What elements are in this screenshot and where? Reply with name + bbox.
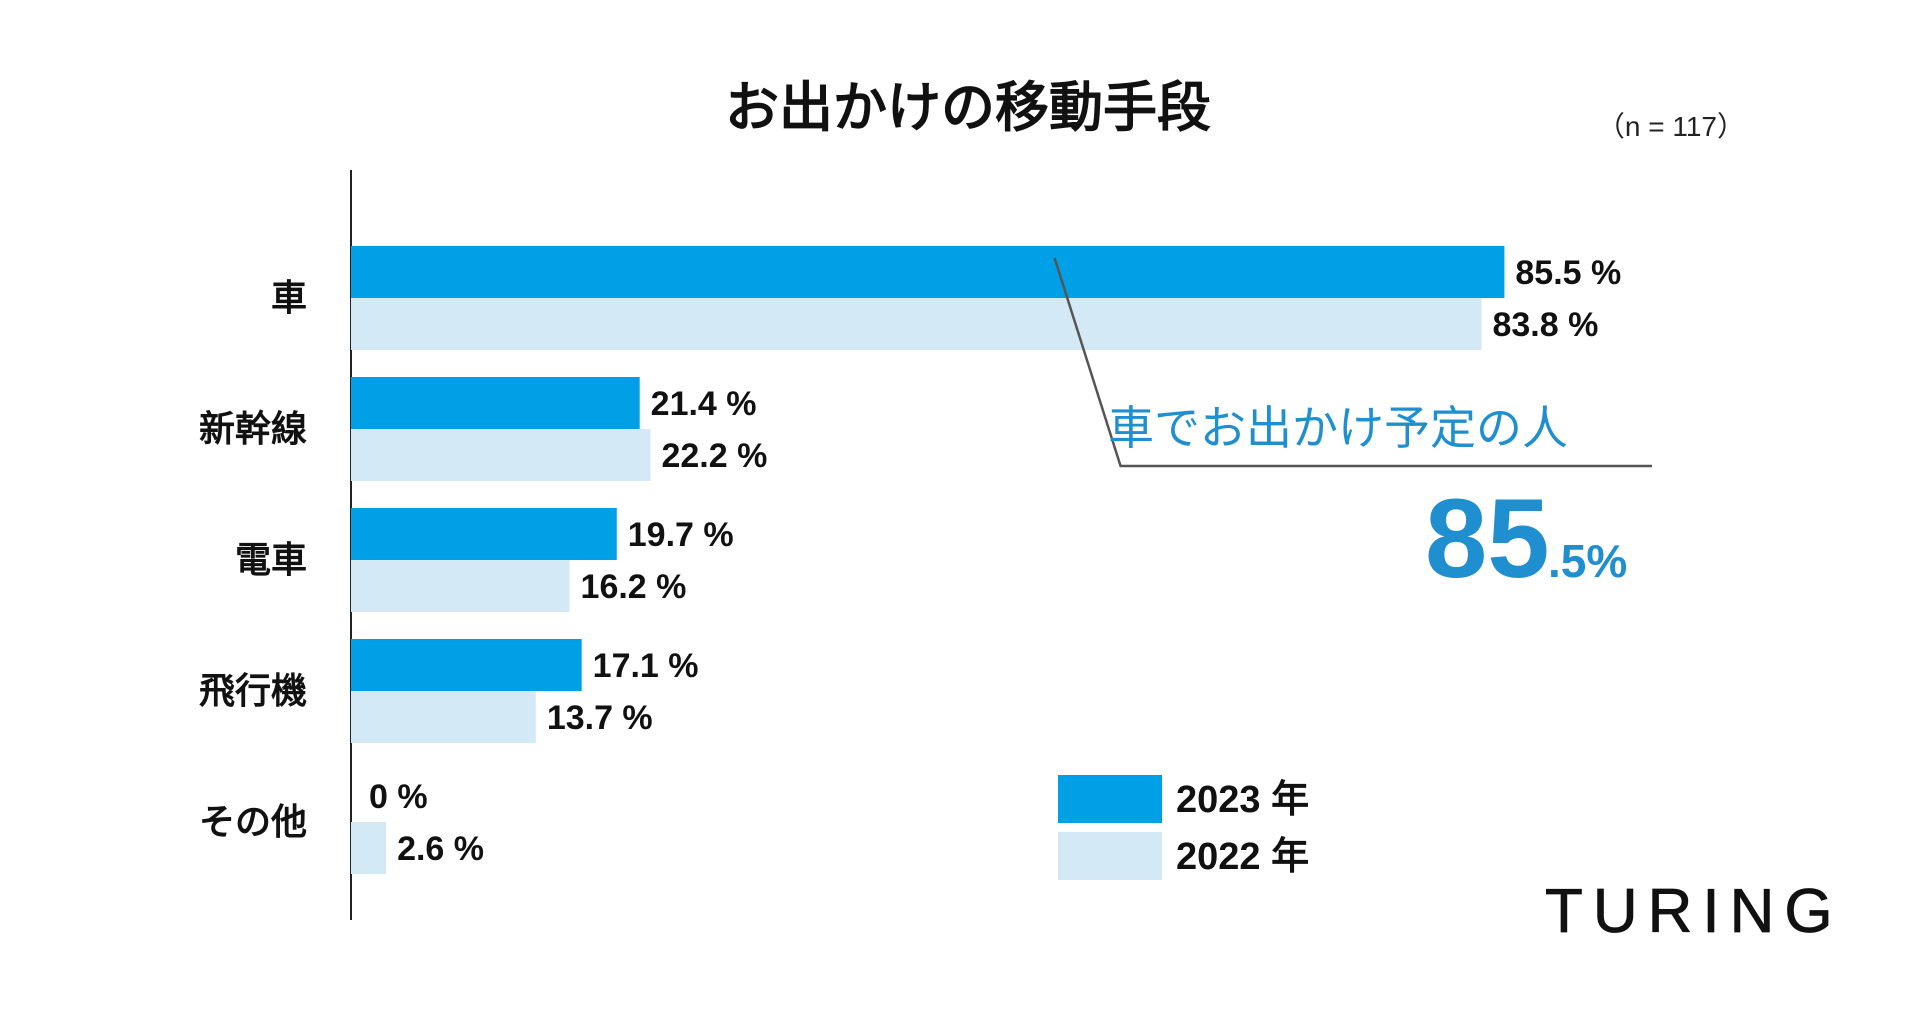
bar-2022 bbox=[351, 429, 651, 481]
category-label: 車 bbox=[271, 277, 307, 318]
value-label-2023: 17.1 % bbox=[593, 647, 699, 685]
legend-swatch-2023 bbox=[1058, 775, 1162, 823]
bars-layer: 車 85.5 % 83.8 % 新幹線 21.4 % 22.2 % 電車 19.7 % 16.2… bbox=[199, 246, 1621, 874]
value-label-2023: 21.4 % bbox=[651, 385, 757, 423]
bar-2022 bbox=[351, 560, 570, 612]
turing-logo: TURING bbox=[1545, 877, 1843, 946]
chart-title: お出かけの移動手段 bbox=[725, 78, 1211, 138]
value-label-2023: 0 % bbox=[369, 778, 428, 816]
callout-decimal-value: .5% bbox=[1548, 535, 1627, 587]
value-label-2023: 85.5 % bbox=[1515, 254, 1621, 292]
category-label: 新幹線 bbox=[199, 408, 307, 449]
bar-2023 bbox=[351, 246, 1505, 298]
bar-2022 bbox=[351, 691, 536, 743]
value-label-2023: 19.7 % bbox=[628, 516, 734, 554]
sample-size: （n = 117） bbox=[1597, 111, 1745, 142]
bar-2023 bbox=[351, 639, 582, 691]
bar-2022 bbox=[351, 298, 1482, 350]
value-label-2022: 13.7 % bbox=[547, 699, 653, 737]
value-label-2022: 22.2 % bbox=[661, 437, 767, 475]
callout-layer: 車でお出かけ予定の人 85.5% bbox=[1053, 257, 1652, 601]
bar-2023 bbox=[351, 508, 617, 560]
callout-leader-line bbox=[1053, 257, 1652, 468]
legend-swatch-2022 bbox=[1058, 832, 1162, 880]
legend-layer: 2023 年 2022 年 bbox=[1058, 775, 1309, 880]
category-label: 飛行機 bbox=[199, 670, 307, 711]
value-label-2022: 16.2 % bbox=[581, 568, 687, 606]
legend-label-2023: 2023 年 bbox=[1176, 779, 1309, 821]
bar-2023 bbox=[351, 377, 640, 429]
callout-main-value: 85 bbox=[1425, 476, 1550, 601]
category-label: その他 bbox=[199, 801, 307, 842]
bar-2022 bbox=[351, 822, 387, 874]
legend-label-2022: 2022 年 bbox=[1176, 836, 1309, 878]
value-label-2022: 83.8 % bbox=[1492, 306, 1598, 344]
callout-label: 車でお出かけ予定の人 bbox=[1108, 402, 1568, 454]
value-label-2022: 2.6 % bbox=[397, 830, 484, 868]
category-label: 電車 bbox=[235, 539, 307, 580]
